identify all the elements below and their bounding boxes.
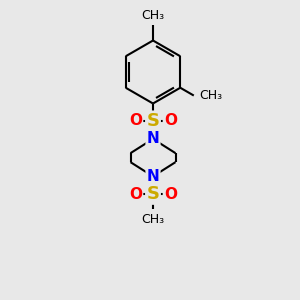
Text: S: S: [146, 185, 160, 203]
Text: CH₃: CH₃: [141, 9, 165, 22]
Text: CH₃: CH₃: [141, 213, 165, 226]
Text: CH₃: CH₃: [199, 89, 222, 102]
Text: S: S: [146, 112, 160, 130]
Text: N: N: [147, 169, 159, 184]
Text: N: N: [147, 131, 159, 146]
Text: O: O: [164, 113, 177, 128]
Text: O: O: [129, 187, 142, 202]
Text: O: O: [129, 113, 142, 128]
Text: O: O: [164, 187, 177, 202]
